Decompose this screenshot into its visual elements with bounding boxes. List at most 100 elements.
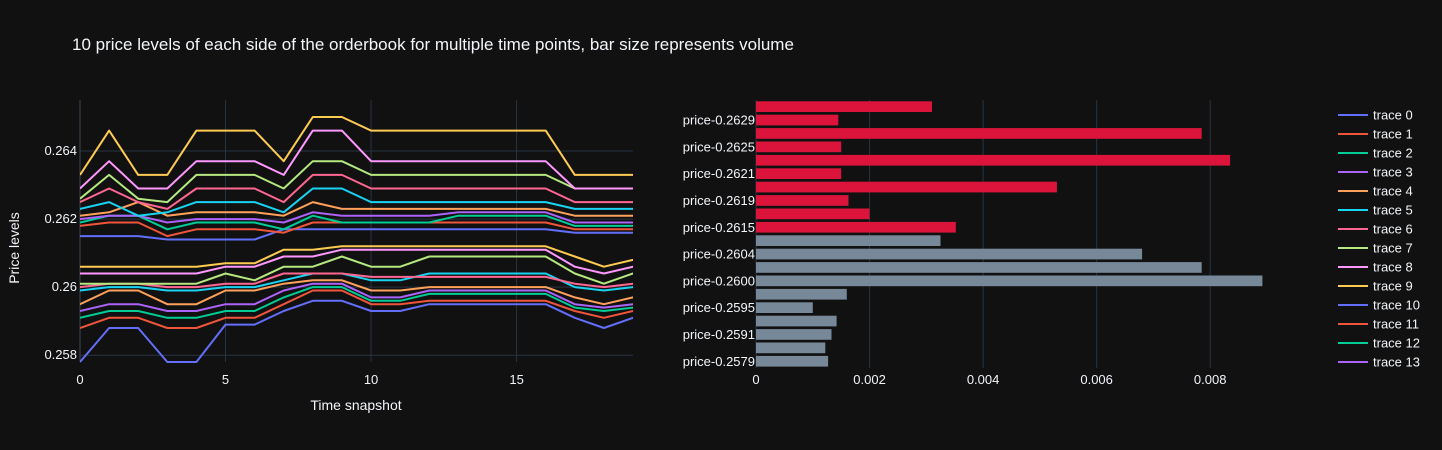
bar-chart-x-ticks: 0 0.002 0.004 0.006 0.008 [752,372,1226,387]
legend-item[interactable]: trace 6 [1338,222,1413,237]
series-line[interactable] [80,214,642,231]
series-line[interactable] [80,201,642,217]
x-tick-label: 0.006 [1080,372,1113,387]
legend-item[interactable]: trace 0 [1338,108,1413,123]
bar[interactable] [756,195,849,206]
x-tick-label: 15 [509,372,523,387]
bar[interactable] [756,275,1263,287]
line-chart: 0 5 10 15 0.258 0.26 0.262 0.264 Time snapshot… [6,100,642,413]
legend-label: trace 1 [1373,127,1413,142]
legend-item[interactable]: trace 1 [1338,127,1413,142]
legend-item[interactable]: trace 13 [1338,355,1420,370]
series-line[interactable] [80,211,642,224]
y-tick-label: price-0.2591 [683,327,755,342]
series-line[interactable] [80,282,642,312]
legend-label: trace 0 [1373,108,1413,123]
series-line[interactable] [80,173,642,210]
legend-label: trace 13 [1373,355,1420,370]
series-line[interactable] [80,248,642,275]
legend-label: trace 11 [1373,317,1419,332]
bar[interactable] [756,114,839,126]
bar[interactable] [756,101,932,112]
line-chart-x-label: Time snapshot [310,397,401,413]
bar[interactable] [756,302,813,313]
legend-item[interactable]: trace 8 [1338,260,1413,275]
legend-item[interactable]: trace 12 [1338,336,1420,351]
legend-item[interactable]: trace 9 [1338,279,1413,294]
legend-label: trace 7 [1373,241,1413,256]
legend-item[interactable]: trace 10 [1338,298,1420,313]
bar[interactable] [756,315,837,327]
y-tick-label: price-0.2629 [683,113,755,128]
y-tick-label: 0.258 [44,347,77,362]
line-chart-y-label: Price levels [6,212,22,284]
y-tick-label: price-0.2619 [683,193,755,208]
line-chart-gridlines [79,100,633,362]
legend[interactable]: trace 0 trace 1 trace 2 trace 3 trace 4 trace… [1338,108,1420,370]
series-line[interactable] [80,129,642,190]
bar[interactable] [756,181,1057,193]
bar[interactable] [756,248,1143,260]
series-line[interactable] [80,289,642,329]
series-line[interactable] [80,116,642,176]
line-chart-y-ticks: 0.258 0.26 0.262 0.264 [44,143,77,362]
y-tick-label: 0.264 [44,143,77,158]
legend-label: trace 9 [1373,279,1413,294]
series-line[interactable] [80,272,642,289]
legend-label: trace 10 [1373,298,1420,313]
y-tick-label: price-0.2600 [683,273,755,288]
y-tick-label: 0.26 [52,279,77,294]
y-tick-label: price-0.2579 [683,354,755,369]
legend-item[interactable]: trace 2 [1338,146,1413,161]
y-tick-label: price-0.2625 [683,139,755,154]
bar[interactable] [756,262,1202,273]
series-line[interactable] [80,228,642,241]
series-line[interactable] [80,279,642,306]
legend-label: trace 12 [1373,336,1420,351]
line-chart-x-ticks: 0 5 10 15 [76,372,523,387]
x-tick-label: 5 [222,372,229,387]
legend-item[interactable]: trace 3 [1338,165,1413,180]
bar[interactable] [756,355,829,367]
bar[interactable] [756,342,826,354]
bar-chart-gridlines [755,100,1211,368]
series-line[interactable] [80,160,642,204]
bar-chart-y-ticks: price-0.2629 price-0.2625 price-0.2621 pric… [683,113,755,369]
x-tick-label: 0.004 [967,372,1000,387]
line-chart-series[interactable] [80,116,642,363]
bar[interactable] [756,154,1231,166]
series-line[interactable] [80,272,642,292]
series-line[interactable] [80,299,642,363]
series-line[interactable] [80,286,642,319]
bar[interactable] [756,329,832,340]
bar[interactable] [756,141,842,153]
y-tick-label: price-0.2615 [683,220,755,235]
legend-item[interactable]: trace 11 [1338,317,1419,332]
series-line[interactable] [80,245,642,268]
bar[interactable] [756,208,870,220]
x-tick-label: 0.008 [1194,372,1227,387]
chart-title: 10 price levels of each side of the orde… [72,35,794,54]
y-tick-label: 0.262 [44,211,77,226]
bar[interactable] [756,288,847,300]
x-tick-label: 0 [76,372,83,387]
bar[interactable] [756,168,842,179]
bar[interactable] [756,235,941,246]
legend-item[interactable]: trace 4 [1338,184,1413,199]
x-tick-label: 0.002 [853,372,886,387]
x-tick-label: 10 [364,372,378,387]
series-line[interactable] [80,187,642,217]
bar-chart: 0 0.002 0.004 0.006 0.008 price-0.2629price-… [683,100,1263,387]
legend-item[interactable]: trace 7 [1338,241,1413,256]
legend-label: trace 5 [1373,203,1413,218]
legend-item[interactable]: trace 5 [1338,203,1413,218]
legend-label: trace 6 [1373,222,1413,237]
legend-label: trace 8 [1373,260,1413,275]
bar-chart-bars[interactable] [756,101,1263,367]
legend-label: trace 3 [1373,165,1413,180]
legend-label: trace 2 [1373,146,1413,161]
series-line[interactable] [80,255,642,285]
bar[interactable] [756,221,956,233]
bar[interactable] [756,128,1202,139]
